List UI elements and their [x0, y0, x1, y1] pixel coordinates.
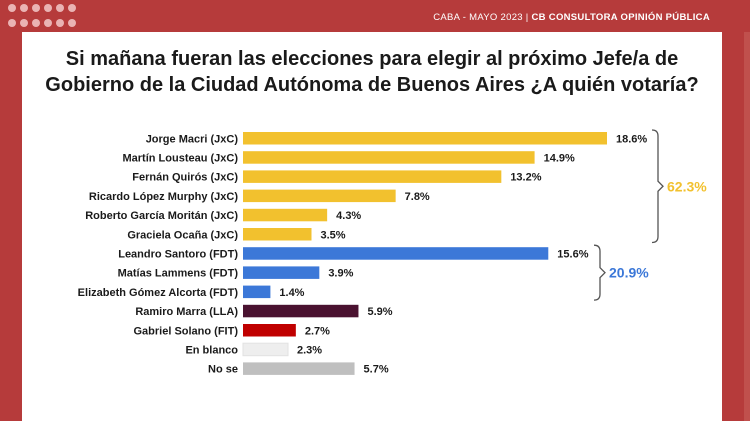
bar	[243, 266, 320, 279]
chart-card: Si mañana fueran las elecciones para ele…	[22, 32, 722, 421]
value-label: 2.7%	[305, 325, 330, 337]
category-label: Fernán Quirós (JxC)	[132, 172, 238, 184]
category-label: Gabriel Solano (FIT)	[133, 325, 238, 337]
value-label: 5.9%	[367, 306, 392, 318]
chart-title-line1: Si mañana fueran las elecciones para ele…	[65, 48, 679, 70]
value-label: 1.4%	[279, 287, 304, 299]
dot	[44, 4, 52, 12]
category-label: Elizabeth Gómez Alcorta (FDT)	[78, 287, 239, 299]
category-label: Roberto García Moritán (JxC)	[85, 210, 238, 222]
category-label: Leandro Santoro (FDT)	[118, 248, 238, 260]
dot	[8, 19, 16, 27]
source-header: CABA - MAYO 2023 | CB CONSULTORA OPINIÓN…	[433, 12, 710, 23]
bracket-total-jxc: 62.3%	[667, 178, 707, 194]
category-label: Ramiro Marra (LLA)	[135, 306, 238, 318]
bracket-total-fdt: 20.9%	[609, 265, 649, 281]
value-label: 18.6%	[616, 133, 647, 145]
value-label: 3.5%	[320, 229, 345, 241]
category-label: Martín Lousteau (JxC)	[122, 152, 238, 164]
value-label: 5.7%	[364, 364, 389, 376]
decorative-dots	[8, 4, 80, 27]
category-label: No se	[208, 364, 238, 376]
bar	[243, 170, 502, 183]
header-place-date: CABA - MAYO 2023 |	[433, 12, 529, 23]
category-label: Ricardo López Murphy (JxC)	[89, 191, 238, 203]
bracket-fdt	[593, 244, 606, 301]
bar	[243, 208, 328, 222]
dot	[68, 19, 76, 27]
chart-title: Si mañana fueran las elecciones para ele…	[22, 46, 722, 98]
bracket-jxc	[651, 129, 664, 244]
value-label: 2.3%	[297, 344, 322, 356]
dot	[44, 19, 52, 27]
bar	[243, 247, 549, 260]
dot	[8, 4, 16, 12]
value-label: 13.2%	[510, 172, 541, 184]
bar	[243, 362, 355, 375]
right-accent-strip	[744, 32, 750, 421]
bar-chart: Jorge Macri (JxC) 18.6% Martín Lousteau (J…	[78, 129, 707, 376]
bar	[243, 324, 296, 337]
header-source: CB CONSULTORA OPINIÓN PÚBLICA	[528, 12, 710, 23]
dot	[20, 19, 28, 27]
dot	[20, 4, 28, 12]
bar	[243, 285, 271, 299]
category-label: Jorge Macri (JxC)	[146, 133, 239, 145]
value-label: 4.3%	[336, 210, 361, 222]
category-label: Matías Lammens (FDT)	[118, 268, 239, 280]
value-label: 3.9%	[328, 268, 353, 280]
bar	[243, 132, 607, 145]
chart-title-line2: Gobierno de la Ciudad Autónoma de Buenos…	[45, 74, 699, 96]
dot	[68, 4, 76, 12]
category-label: En blanco	[185, 344, 238, 356]
category-label: Graciela Ocaña (JxC)	[127, 229, 238, 241]
dot	[56, 19, 64, 27]
dot	[32, 19, 40, 27]
dot	[32, 4, 40, 12]
value-label: 14.9%	[544, 152, 575, 164]
bar	[242, 342, 289, 357]
value-label: 7.8%	[405, 191, 430, 203]
bar	[243, 304, 359, 318]
bar	[243, 189, 396, 203]
value-label: 15.6%	[557, 248, 588, 260]
bar	[243, 151, 535, 164]
bar	[243, 228, 312, 241]
dot	[56, 4, 64, 12]
